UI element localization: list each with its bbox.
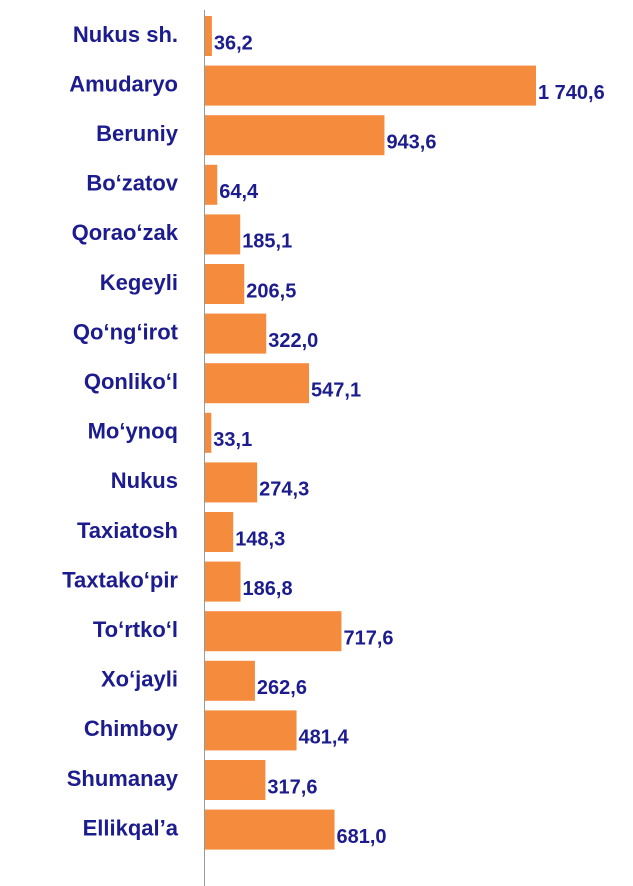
value-label: 64,4	[219, 181, 259, 203]
bar	[205, 462, 258, 503]
bar	[205, 363, 310, 404]
value-label: 481,4	[299, 727, 350, 749]
category-label: Nukus sh.	[73, 22, 178, 47]
value-label: 717,6	[343, 627, 393, 649]
value-label: 547,1	[311, 379, 361, 401]
bar	[205, 313, 267, 354]
category-label: Ellikqal’a	[83, 815, 179, 840]
category-label: Xo‘jayli	[101, 667, 178, 692]
bar	[205, 611, 342, 652]
bar	[205, 760, 266, 800]
bar	[205, 164, 218, 205]
category-label: Qo‘ng‘irot	[73, 319, 179, 344]
category-label: Amudaryo	[69, 71, 178, 96]
category-label: Taxtako‘pir	[62, 567, 178, 592]
bar	[205, 264, 245, 304]
value-label: 186,8	[243, 578, 293, 600]
value-label: 943,6	[386, 131, 436, 153]
value-label: 681,0	[337, 826, 387, 848]
category-label: Mo‘ynoq	[88, 419, 178, 444]
bar	[205, 65, 536, 106]
value-label: 1 740,6	[538, 82, 605, 104]
bar	[205, 16, 212, 56]
bar	[205, 214, 241, 255]
bar	[205, 710, 297, 751]
value-label: 206,5	[246, 280, 296, 302]
value-label: 33,1	[213, 429, 252, 451]
value-label: 185,1	[242, 231, 292, 253]
bar	[205, 512, 234, 552]
bar	[205, 561, 241, 602]
category-label: Kegeyli	[100, 270, 178, 295]
category-label: Qonliko‘l	[84, 369, 178, 394]
category-label: Bo‘zatov	[86, 171, 178, 196]
category-label: Taxiatosh	[77, 518, 178, 543]
bar	[205, 809, 335, 850]
bar	[205, 412, 212, 453]
category-label: Chimboy	[84, 716, 179, 741]
category-label: Nukus	[111, 468, 178, 493]
value-label: 36,2	[214, 32, 253, 54]
category-label: To‘rtko‘l	[93, 617, 178, 642]
bar	[205, 660, 255, 701]
value-label: 317,6	[267, 776, 317, 798]
category-label: Beruniy	[96, 121, 179, 146]
value-label: 262,6	[257, 677, 307, 699]
value-label: 274,3	[259, 479, 309, 501]
value-label: 148,3	[235, 528, 285, 550]
value-label: 322,0	[268, 330, 318, 352]
category-label: Qorao‘zak	[72, 220, 179, 245]
bar	[205, 115, 385, 156]
category-label: Shumanay	[67, 766, 179, 791]
